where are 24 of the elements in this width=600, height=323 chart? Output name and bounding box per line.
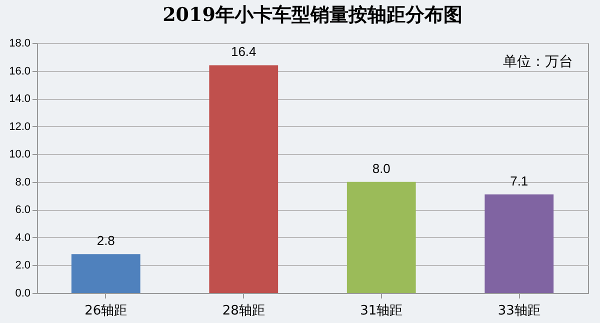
y-tick-label: 2.0: [15, 260, 30, 272]
y-tick-label: 16.0: [9, 65, 30, 78]
y-tick-label: 8.0: [15, 176, 30, 188]
y-tick-label: 0.0: [15, 288, 30, 300]
y-tick-label: 14.0: [9, 93, 30, 106]
x-tick-label: 33轴距: [498, 304, 540, 318]
annotation: 单位：万台: [503, 54, 573, 70]
bar: [484, 194, 554, 293]
y-tick-label: 4.0: [15, 232, 30, 244]
bar: [71, 254, 140, 293]
y-tick-label: 10.0: [9, 148, 30, 161]
y-tick-label: 6.0: [15, 204, 30, 216]
y-tick-label: 18.0: [9, 38, 30, 50]
x-tick-label: 31轴距: [360, 304, 403, 318]
x-tick-label: 26轴距: [84, 304, 128, 318]
data-label: 16.4: [230, 44, 256, 60]
x-tick-label: 28轴距: [222, 304, 265, 318]
bar: [209, 65, 278, 293]
data-label: 7.1: [510, 173, 528, 188]
y-tick-label: 12.0: [9, 120, 30, 133]
bar: [346, 182, 416, 293]
data-label: 2.8: [96, 233, 115, 248]
chart-title: 2019年小卡车型销量按轴距分布图: [162, 4, 462, 26]
data-label: 8.0: [372, 160, 390, 176]
